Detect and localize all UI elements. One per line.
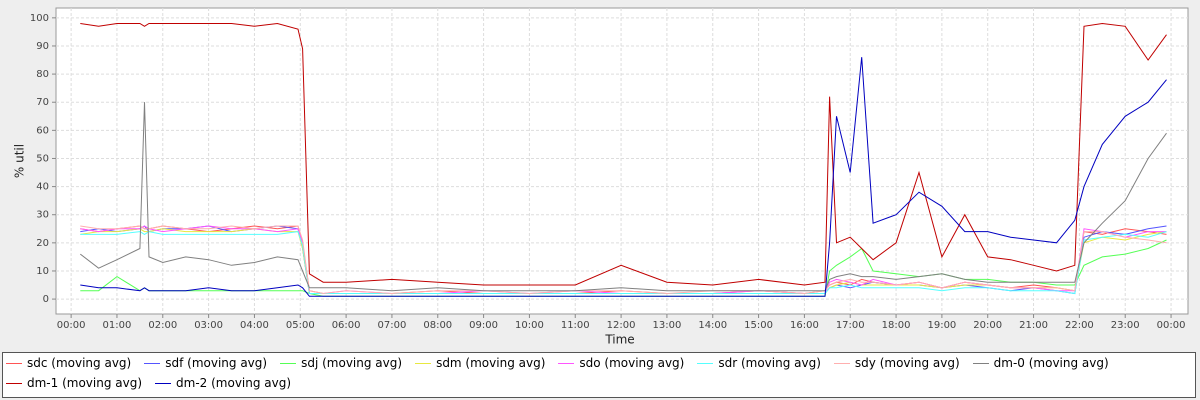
legend-swatch <box>972 362 989 364</box>
x-tick-label: 19:00 <box>927 320 956 331</box>
y-tick-label: 90 <box>36 41 49 52</box>
legend: sdc (moving avg) sdf (moving avg) sdj (mov… <box>2 352 1196 398</box>
legend-item: sdy (moving avg) <box>831 353 960 373</box>
x-tick-label: 16:00 <box>790 320 819 331</box>
legend-item: sdj (moving avg) <box>277 353 402 373</box>
y-tick-label: 80 <box>36 69 49 80</box>
series-line <box>80 57 1167 297</box>
x-tick-label: 20:00 <box>973 320 1002 331</box>
legend-label: sdo (moving avg) <box>579 356 685 370</box>
legend-label: dm-2 (moving avg) <box>176 376 292 390</box>
x-tick-label: 22:00 <box>1065 320 1094 331</box>
y-tick-label: 50 <box>36 153 49 164</box>
legend-item: dm-0 (moving avg) <box>970 353 1109 373</box>
legend-label: sdf (moving avg) <box>165 356 268 370</box>
legend-item: sdr (moving avg) <box>694 353 821 373</box>
x-tick-label: 10:00 <box>515 320 544 331</box>
y-tick-label: 70 <box>36 97 49 108</box>
series-line <box>80 225 1167 295</box>
x-tick-label: 21:00 <box>1019 320 1048 331</box>
chart: Time % util 0 10 20 30 40 50 60 70 80 90 100 00:00 0… <box>13 7 1189 347</box>
legend-label: dm-1 (moving avg) <box>27 376 143 390</box>
y-tick-label: 0 <box>43 294 49 305</box>
legend-label: sdm (moving avg) <box>436 356 546 370</box>
y-tick-label: 60 <box>36 125 49 136</box>
x-tick-label: 23:00 <box>1111 320 1140 331</box>
legend-swatch <box>155 382 172 384</box>
legend-swatch <box>6 362 22 364</box>
x-tick-label: 02:00 <box>148 320 177 331</box>
x-tick-label: 11:00 <box>561 320 590 331</box>
legend-item: dm-1 (moving avg) <box>3 373 142 393</box>
legend-swatch <box>697 362 714 364</box>
legend-label: sdr (moving avg) <box>718 356 821 370</box>
y-tick-label: 30 <box>36 210 49 221</box>
y-tick-label: 40 <box>36 182 49 193</box>
legend-item: sdm (moving avg) <box>412 353 545 373</box>
legend-label: sdj (moving avg) <box>301 356 403 370</box>
x-tick-label: 14:00 <box>698 320 727 331</box>
plot-area <box>55 7 1189 315</box>
series-line <box>79 102 1167 292</box>
legend-swatch <box>415 362 432 364</box>
y-axis-label: % util <box>13 144 27 178</box>
x-tick-label: 01:00 <box>103 320 132 331</box>
x-tick-label: 07:00 <box>378 320 407 331</box>
x-tick-label: 09:00 <box>469 320 498 331</box>
legend-swatch <box>833 362 850 364</box>
x-tick-label: 12:00 <box>607 320 636 331</box>
legend-swatch <box>280 362 297 364</box>
x-tick-label: 15:00 <box>744 320 773 331</box>
x-tick-label: 00:00 <box>57 320 86 331</box>
legend-label: dm-0 (moving avg) <box>993 356 1109 370</box>
legend-swatch <box>144 362 161 364</box>
legend-item: sdo (moving avg) <box>555 353 684 373</box>
x-tick-label: 17:00 <box>836 320 865 331</box>
x-tick-label: 04:00 <box>240 320 269 331</box>
x-tick-label: 13:00 <box>652 320 681 331</box>
x-axis-label: Time <box>604 333 634 347</box>
x-tick-label: 00:00 <box>1157 320 1186 331</box>
x-tick-label: 03:00 <box>194 320 223 331</box>
legend-label: sdy (moving avg) <box>854 356 960 370</box>
x-tick-label: 05:00 <box>286 320 315 331</box>
x-tick-label: 08:00 <box>423 320 452 331</box>
legend-swatch <box>6 382 22 384</box>
x-tick-label: 06:00 <box>332 320 361 331</box>
x-tick-label: 18:00 <box>882 320 911 331</box>
legend-label: sdc (moving avg) <box>27 356 132 370</box>
legend-swatch <box>558 362 575 364</box>
legend-item: dm-2 (moving avg) <box>152 373 291 393</box>
y-tick-label: 20 <box>36 238 49 249</box>
legend-item: sdf (moving avg) <box>141 353 267 373</box>
y-tick-label: 100 <box>30 13 49 24</box>
legend-item: sdc (moving avg) <box>3 353 131 373</box>
series-line <box>80 22 1167 286</box>
y-tick-label: 10 <box>36 266 49 277</box>
